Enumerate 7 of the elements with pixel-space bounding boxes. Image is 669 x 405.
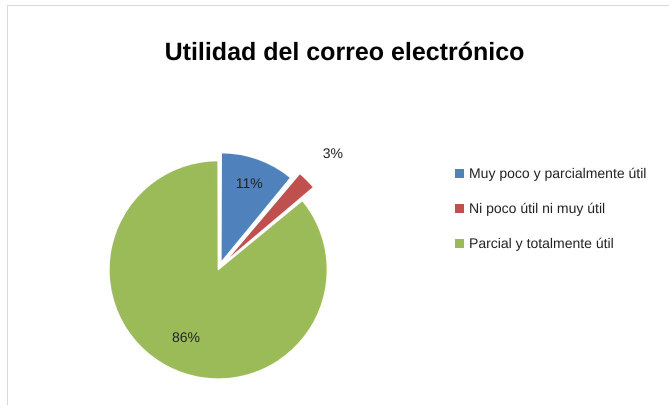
legend-label: Ni poco útil ni muy útil [469,200,606,216]
legend-label: Parcial y totalmente útil [469,235,614,251]
data-label: 11% [236,174,263,191]
chart-title: Utilidad del correo electrónico [164,38,526,67]
data-label: 3% [322,144,343,161]
data-label: 86% [172,329,200,346]
legend-label: Muy poco y parcialmente útil [469,165,646,181]
